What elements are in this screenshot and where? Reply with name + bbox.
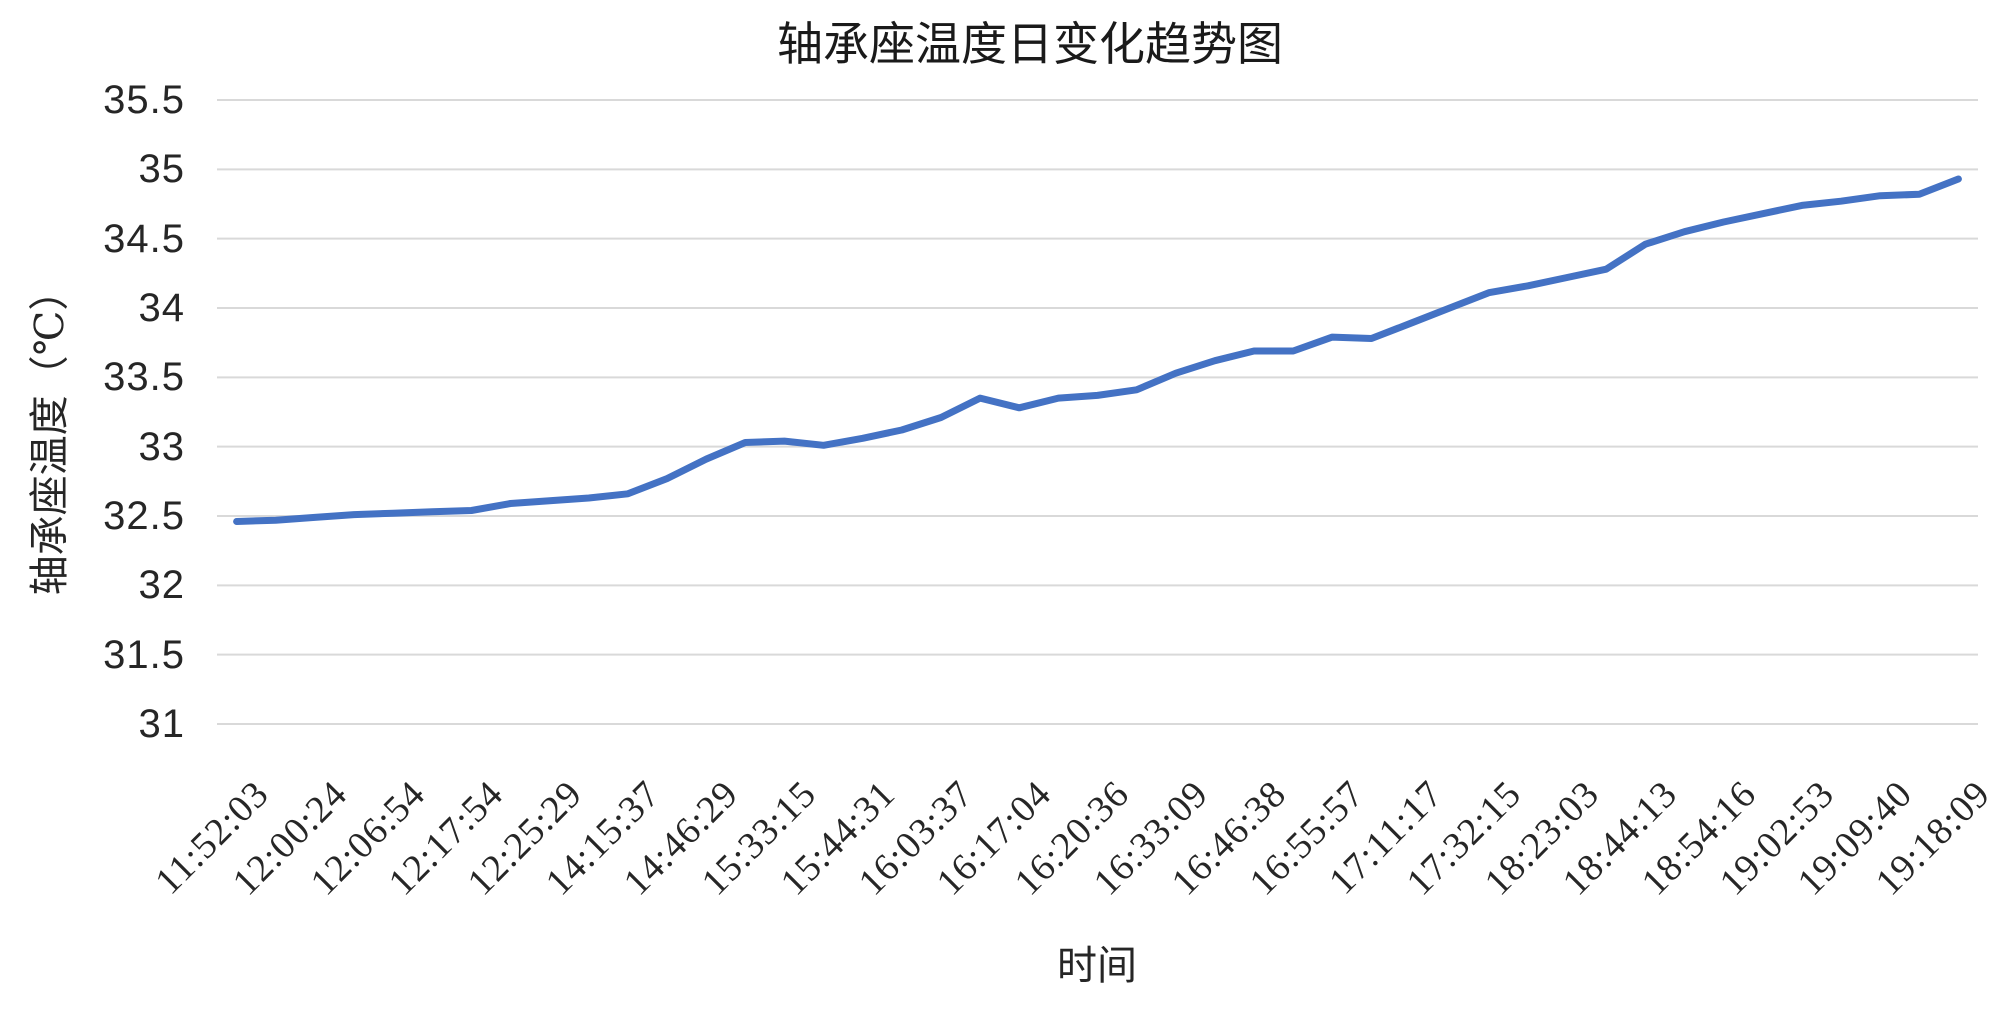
x-axis-title: 时间	[1057, 943, 1137, 988]
y-tick-label: 34.5	[103, 216, 185, 261]
chart-title: 轴承座温度日变化趋势图	[777, 19, 1283, 70]
y-tick-label: 32.5	[103, 494, 185, 538]
y-tick-label: 33.5	[103, 355, 185, 400]
y-tick-label: 32	[138, 563, 185, 608]
y-tick-label: 33	[138, 424, 185, 469]
y-tick-label: 35.5	[103, 78, 185, 122]
temperature-trend-line	[233, 175, 1962, 525]
y-tick-label: 35	[138, 147, 185, 192]
y-tick-label: 31.5	[103, 632, 185, 677]
y-tick-label: 34	[138, 286, 185, 330]
y-tick-label: 31	[138, 702, 185, 746]
